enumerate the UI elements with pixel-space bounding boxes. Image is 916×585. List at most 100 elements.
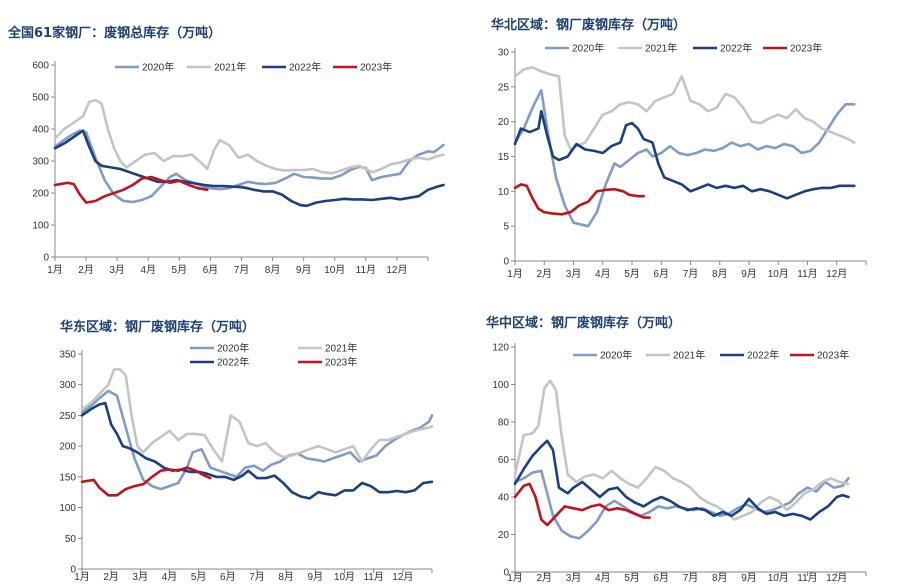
x-tick-label: 11月 — [363, 571, 383, 583]
legend-label: 2021年 — [214, 61, 246, 74]
y-tick-label: 200 — [59, 442, 76, 453]
chart-title: 华中区域：钢厂废钢库存（万吨） — [486, 316, 682, 331]
y-tick-label: 100 — [59, 503, 76, 514]
legend-label: 2020年 — [600, 349, 632, 362]
x-tick-label: 10月 — [768, 268, 789, 280]
x-tick-label: 7月 — [683, 572, 699, 584]
y-tick-label: 30 — [498, 48, 510, 59]
chart-panel-central: 华中区域：钢厂废钢库存（万吨） 0 20 40 60 80 100 120 1月 2月 3月 4月 5… — [458, 292, 916, 585]
x-tick-label: 10月 — [768, 572, 789, 584]
x-tick-label: 7月 — [234, 264, 250, 276]
x-tick-label: 3月 — [109, 264, 125, 276]
x-tick-label: 2月 — [536, 572, 552, 584]
x-tick-label: 4月 — [595, 572, 611, 584]
series-line-2020 — [513, 89, 856, 228]
legend-label: 2021年 — [673, 349, 705, 362]
y-tick-label: 20 — [498, 530, 510, 541]
x-tick-label: 1月 — [74, 571, 90, 583]
chart-title: 华东区域：钢厂废钢库存（万吨） — [60, 320, 256, 335]
legend-label: 2020年 — [217, 342, 249, 355]
y-tick-label: 100 — [32, 221, 49, 232]
legend-label: 2022年 — [217, 356, 249, 369]
y-tick-label: 0 — [503, 257, 509, 268]
y-tick-label: 25 — [498, 82, 510, 93]
x-tick-label: 5月 — [172, 264, 188, 276]
legend-label: 2020年 — [142, 61, 174, 74]
y-tick-label: 300 — [32, 157, 49, 168]
x-tick-label: 2月 — [536, 268, 552, 280]
x-tick-label: 8月 — [712, 572, 728, 584]
y-tick-label: 100 — [492, 380, 509, 391]
y-tick-label: 0 — [503, 568, 509, 579]
legend-label: 2023年 — [817, 349, 849, 362]
legend-label: 2023年 — [790, 42, 822, 55]
x-tick-label: 5月 — [624, 572, 640, 584]
x-tick-label: 4月 — [162, 571, 178, 583]
y-tick-label: 500 — [32, 93, 49, 104]
series-line-2022 — [80, 401, 434, 500]
x-tick-label: 2月 — [78, 264, 94, 276]
x-tick-label: 5月 — [191, 571, 207, 583]
x-tick-label: 1月 — [507, 572, 523, 584]
y-tick-label: 50 — [65, 534, 77, 545]
y-tick-label: 200 — [32, 189, 49, 200]
series-line-2020 — [80, 389, 434, 491]
x-tick-label: 10月 — [334, 571, 355, 583]
y-tick-label: 40 — [498, 493, 510, 504]
x-tick-label: 11月 — [797, 572, 817, 584]
x-tick-label: 11月 — [797, 268, 817, 280]
x-tick-label: 2月 — [103, 571, 119, 583]
y-tick-label: 20 — [498, 117, 510, 128]
legend-label: 2023年 — [325, 356, 357, 369]
x-tick-label: 8月 — [265, 264, 281, 276]
legend-label: 2022年 — [747, 349, 779, 362]
chart-title: 华北区域：钢厂废钢库存（万吨） — [491, 18, 687, 33]
chart-panel-north: 华北区域：钢厂废钢库存（万吨） 0 5 10 15 20 25 30 1月 2月 3月 4月 5月 6月… — [458, 0, 916, 292]
series-line-2022 — [53, 129, 445, 208]
x-tick-label: 6月 — [220, 571, 236, 583]
chart-panel-east: 华东区域：钢厂废钢库存（万吨） 0 50 100 150 200 250 300 350 1月 2… — [0, 292, 458, 585]
legend-label: 2023年 — [360, 61, 392, 74]
x-tick-label: 5月 — [624, 268, 640, 280]
y-tick-label: 150 — [59, 472, 76, 483]
y-tick-label: 15 — [498, 152, 510, 163]
x-tick-label: 12月 — [386, 264, 407, 276]
y-tick-label: 0 — [70, 565, 76, 576]
x-tick-label: 9月 — [741, 572, 757, 584]
x-tick-label: 3月 — [566, 268, 582, 280]
series-line-2023 — [513, 482, 651, 527]
x-tick-label: 9月 — [741, 268, 757, 280]
x-tick-label: 4月 — [595, 268, 611, 280]
x-tick-label: 12月 — [392, 571, 413, 583]
y-tick-label: 120 — [492, 343, 509, 354]
y-tick-label: 350 — [59, 350, 76, 361]
x-tick-label: 6月 — [653, 268, 669, 280]
chart-central: 0 20 40 60 80 100 120 1月 2月 3月 4月 5月 6月 7月 8月 9月 10月 11月 1… — [492, 343, 867, 584]
series-line-2023 — [80, 466, 212, 497]
x-tick-label: 7月 — [683, 268, 699, 280]
x-tick-label: 11月 — [356, 264, 376, 276]
legend-label: 2022年 — [289, 61, 321, 74]
chart-north: 0 5 10 15 20 25 30 1月 2月 3月 4月 5月 6月 7月 8月 9月 10月 11月 12月 2… — [498, 42, 867, 280]
series-line-2021 — [80, 368, 434, 463]
x-tick-label: 4月 — [140, 264, 156, 276]
x-tick-label: 1月 — [507, 268, 523, 280]
series-line-2023 — [53, 175, 209, 204]
y-tick-label: 300 — [59, 380, 76, 391]
legend-label: 2021年 — [325, 342, 357, 355]
y-tick-label: 0 — [43, 253, 49, 264]
y-tick-label: 80 — [498, 418, 510, 429]
x-tick-label: 8月 — [712, 268, 728, 280]
x-tick-label: 9月 — [296, 264, 312, 276]
x-tick-label: 3月 — [566, 572, 582, 584]
series-line-2022 — [513, 109, 856, 200]
legend-label: 2022年 — [720, 42, 752, 55]
series-line-2021 — [513, 379, 850, 521]
x-tick-label: 12月 — [826, 572, 847, 584]
chart-panel-national: 全国61家钢厂：废钢总库存（万吨） 0 100 200 300 400 500 600 1月 2… — [0, 0, 458, 292]
chart-east: 0 50 100 150 200 250 300 350 1月 2月 3月 4月 5月 6月 7月 8月 9月 1… — [59, 342, 434, 583]
x-tick-label: 12月 — [826, 268, 847, 280]
chart-title: 全国61家钢厂：废钢总库存（万吨） — [8, 26, 222, 41]
y-tick-label: 10 — [498, 187, 510, 198]
series-line-2021 — [513, 66, 856, 151]
